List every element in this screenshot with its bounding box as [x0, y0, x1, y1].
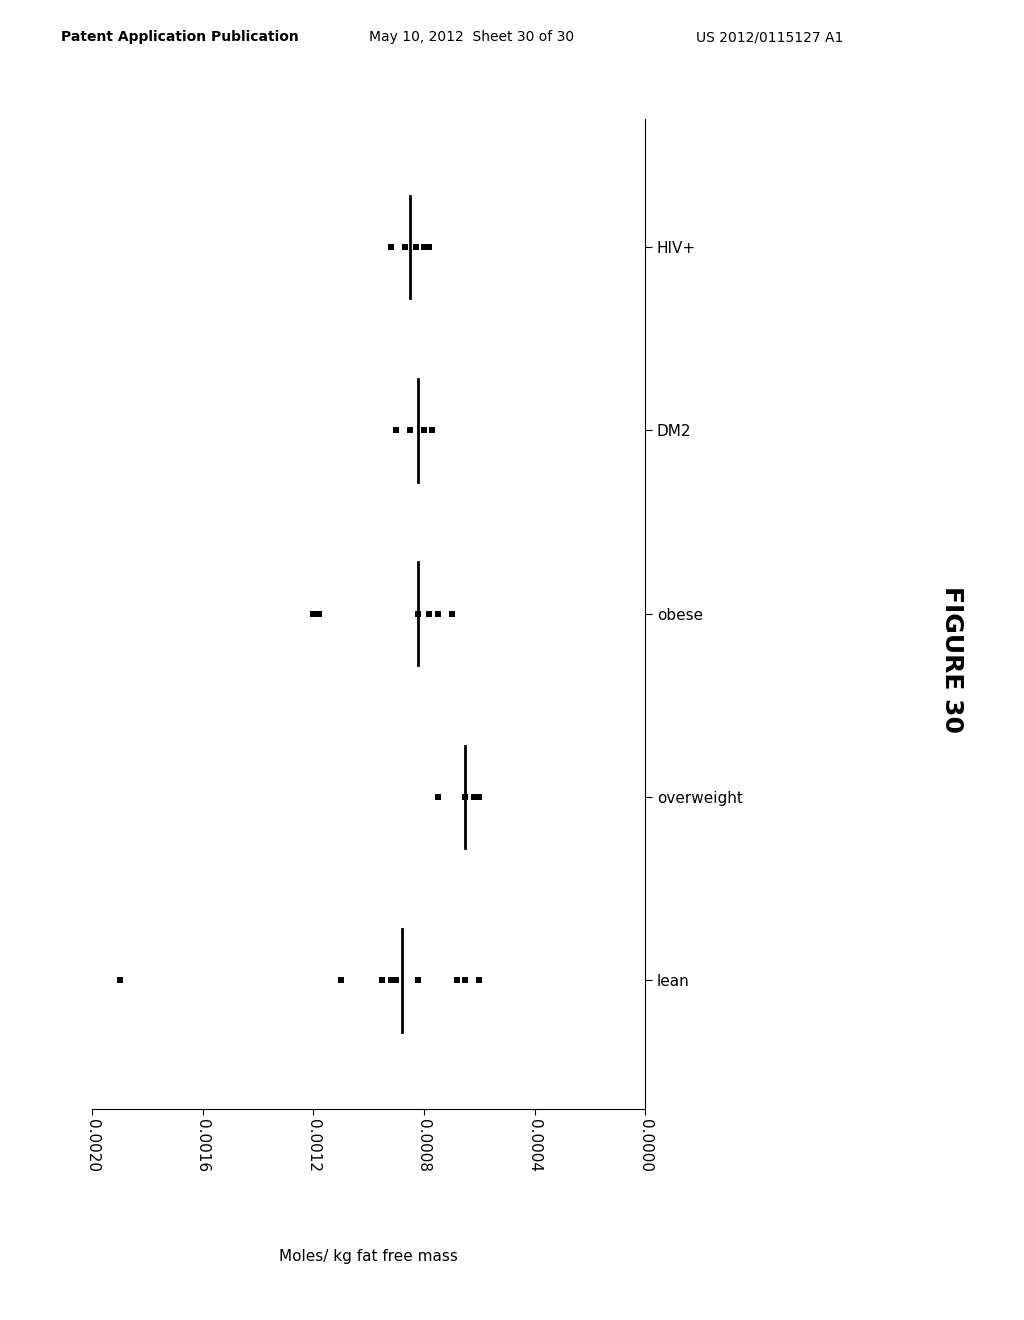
Text: Patent Application Publication: Patent Application Publication	[61, 30, 299, 45]
Text: FIGURE 30: FIGURE 30	[940, 586, 965, 734]
Text: May 10, 2012  Sheet 30 of 30: May 10, 2012 Sheet 30 of 30	[369, 30, 573, 45]
Text: US 2012/0115127 A1: US 2012/0115127 A1	[696, 30, 844, 45]
X-axis label: Moles/ kg fat free mass: Moles/ kg fat free mass	[280, 1249, 458, 1263]
